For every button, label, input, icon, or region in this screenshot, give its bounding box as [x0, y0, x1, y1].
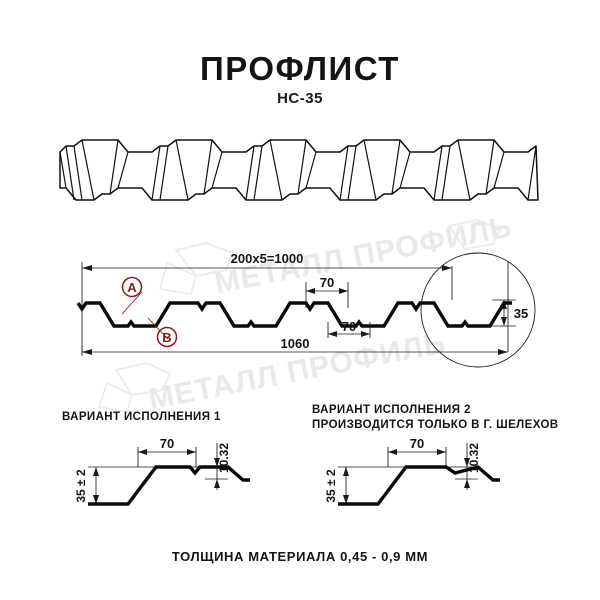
- detail-circle: [420, 252, 536, 368]
- variant-1-dimension-width: 70: [138, 436, 196, 455]
- variant-2-extension-lines: [338, 447, 478, 505]
- dimension-height: 35: [501, 300, 528, 326]
- variant-1-dimension-height-label: 35 ± 2: [74, 469, 88, 503]
- variant-2-dimension-width-label: 70: [410, 436, 424, 451]
- dimension-top-span-label: 200x5=1000: [231, 251, 304, 266]
- page-subtitle: НС-35: [277, 90, 323, 107]
- dimension-bottom-span: 1060: [82, 336, 508, 355]
- variant-2-dimension-width: 70: [388, 436, 446, 455]
- variant-2-caption-line: ПРОИЗВОДИТСЯ ТОЛЬКО В Г. ШЕЛЕХОВ: [312, 419, 559, 431]
- dimension-rib-top: 70: [306, 275, 348, 294]
- variant-2-caption: ВАРИАНТ ИСПОЛНЕНИЯ 2 ПРОИЗВОДИТСЯ ТОЛЬКО…: [312, 403, 559, 433]
- page-title: ПРОФЛИСТ: [200, 50, 400, 87]
- callout-b: B: [147, 317, 178, 348]
- variant-2-dimension-height-label: 35 ± 2: [324, 469, 338, 503]
- variant-1-caption: ВАРИАНТ ИСПОЛНЕНИЯ 1: [62, 410, 221, 425]
- callout-a-label: A: [127, 280, 137, 295]
- material-thickness-note: ТОЛЩИНА МАТЕРИАЛА 0,45 - 0,9 ММ: [171, 549, 429, 564]
- callout-b-label: B: [162, 330, 171, 345]
- variant-2-dimension-height: 35 ± 2: [324, 467, 349, 504]
- dimension-rib-top-label: 70: [320, 275, 334, 290]
- isometric-body: [59, 139, 539, 201]
- variant-1-dimension-step: [214, 467, 220, 490]
- variant-1-caption-line: ВАРИАНТ ИСПОЛНЕНИЯ 1: [62, 411, 221, 423]
- variant-1-dimension-width-label: 70: [160, 436, 174, 451]
- dimension-height-label: 35: [514, 306, 528, 321]
- cross-section-profile: [76, 301, 512, 328]
- variant-2-profile: [338, 465, 500, 506]
- callout-a: A: [121, 276, 143, 315]
- dimension-bottom-span-label: 1060: [281, 336, 310, 351]
- variant-2-caption-line: ВАРИАНТ ИСПОЛНЕНИЯ 2: [312, 404, 471, 416]
- dimension-top-span: 200x5=1000: [82, 251, 452, 271]
- variant-1-profile: [88, 465, 250, 506]
- variant-1-dimension-height: 35 ± 2: [74, 467, 99, 504]
